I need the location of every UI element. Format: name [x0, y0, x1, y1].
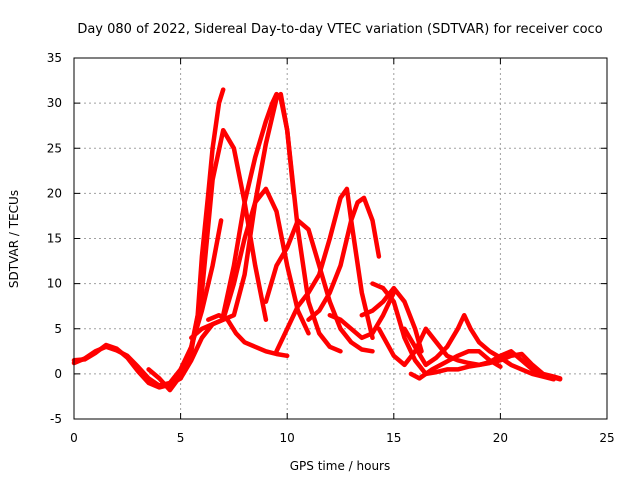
series-sat-l: [359, 285, 424, 354]
series-sat-f: [220, 91, 296, 318]
series-sat-o: [402, 312, 556, 382]
series-sat-p: [408, 349, 503, 381]
y-tick-label: 30: [47, 96, 62, 110]
y-tick-label: 25: [47, 141, 62, 155]
x-tick-label: 10: [280, 431, 295, 445]
series-sat-j: [306, 195, 382, 322]
series-sat-g: [189, 186, 311, 341]
series-sat-m: [370, 281, 563, 381]
series-sat-n: [376, 326, 563, 382]
plot-frame: [73, 57, 608, 420]
x-tick-label: 20: [493, 431, 508, 445]
x-tick-label: 5: [177, 431, 185, 445]
series-sat-h: [263, 218, 375, 354]
series-sat-d: [178, 91, 343, 381]
x-tick-label: 25: [599, 431, 614, 445]
y-tick-label: 35: [47, 51, 62, 65]
y-tick-label: -5: [50, 412, 62, 426]
series-layer: [71, 87, 563, 393]
series-sat-i: [274, 186, 375, 354]
x-axis-label: GPS time / hours: [290, 459, 391, 473]
y-tick-label: 5: [54, 322, 62, 336]
chart-title: Day 080 of 2022, Sidereal Day-to-day VTE…: [77, 22, 602, 37]
series-sat-k: [327, 290, 397, 341]
x-tick-label: 0: [70, 431, 78, 445]
y-tick-label: 20: [47, 186, 62, 200]
y-tick-label: 0: [54, 367, 62, 381]
series-sat-c: [146, 87, 226, 393]
x-tick-label: 15: [386, 431, 401, 445]
y-tick-label: 15: [47, 232, 62, 246]
y-axis-label: SDTVAR / TECUs: [7, 190, 21, 288]
y-tick-label: 10: [47, 277, 62, 291]
